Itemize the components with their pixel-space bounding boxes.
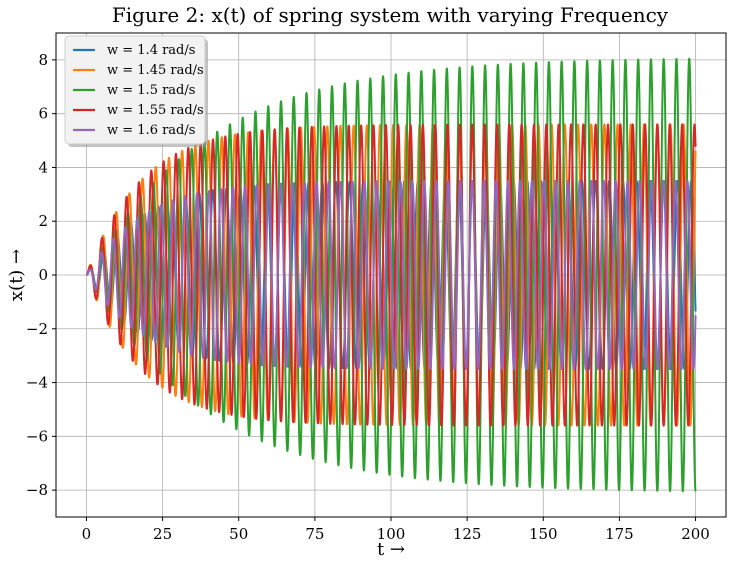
x-tick-label: 25 [153,525,172,543]
y-tick-label: −8 [26,481,48,499]
legend-label-3: w = 1.55 rad/s [107,103,204,118]
x-tick-label: 175 [605,525,634,543]
x-tick-label: 50 [229,525,248,543]
y-tick-label: 6 [38,105,48,123]
y-tick-label: −4 [26,374,48,392]
y-tick-label: 4 [38,158,48,176]
series-line-3 [85,123,697,427]
x-axis-label: t → [377,539,405,560]
legend: w = 1.4 rad/s w = 1.45 rad/s w = 1.5 rad/s… [64,35,208,147]
series-group [85,57,697,493]
y-tick-label: 2 [38,212,48,230]
legend-label-4: w = 1.6 rad/s [107,123,195,138]
y-axis-label: x(t) → [6,249,27,301]
y-tick-label: 0 [38,266,48,284]
y-tick-label: −6 [26,427,48,445]
series-line-4 [85,179,697,371]
x-tick-label: 75 [305,525,324,543]
x-ticks: 0 25 50 75 100 125 150 175 200 [82,517,710,543]
chart-title: Figure 2: x(t) of spring system with var… [112,3,669,27]
x-tick-label: 0 [82,525,92,543]
x-tick-label: 125 [453,525,482,543]
x-tick-label: 100 [377,525,406,543]
legend-label-1: w = 1.45 rad/s [107,63,204,78]
y-tick-label: −2 [26,320,48,338]
y-ticks: −8 −6 −4 −2 0 2 4 6 8 [26,51,56,499]
y-tick-label: 8 [38,51,48,69]
legend-label-2: w = 1.5 rad/s [107,83,195,98]
x-tick-label: 150 [529,525,558,543]
legend-box [64,35,206,145]
x-tick-label: 200 [681,525,710,543]
legend-label-0: w = 1.4 rad/s [107,43,195,58]
